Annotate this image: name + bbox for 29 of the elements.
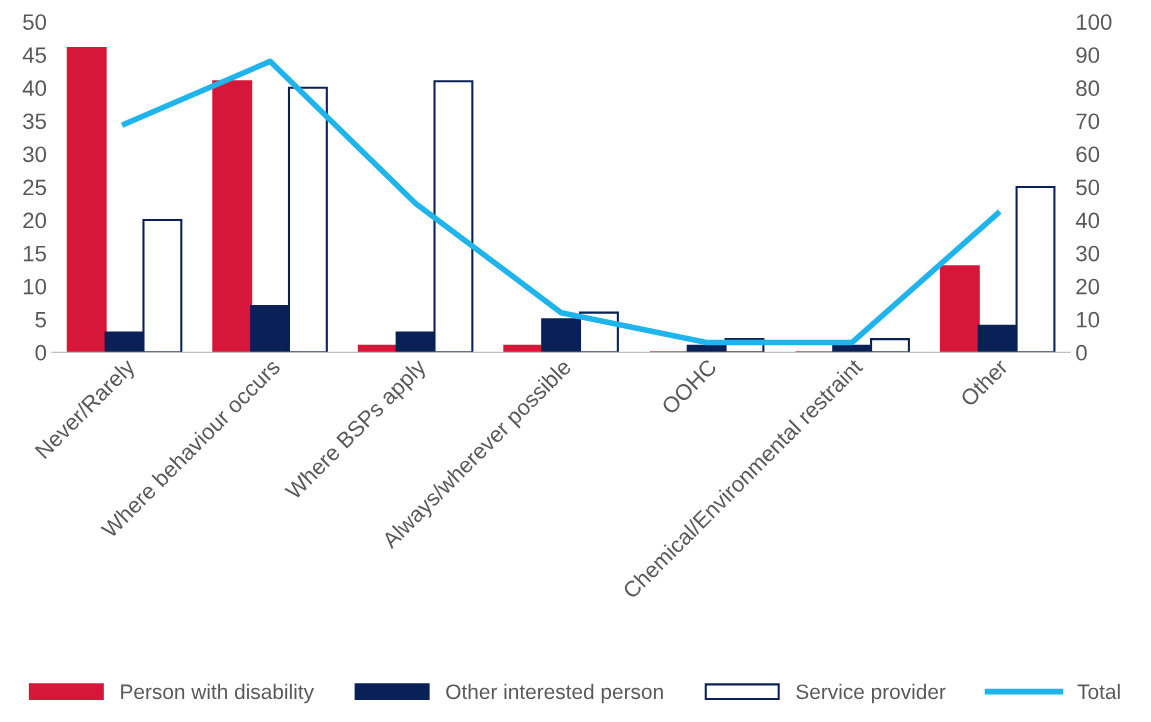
y2-tick-label: 20 [1076,278,1100,295]
bar [212,80,253,353]
y-tick-label: 40 [22,80,47,97]
y2-tick-label: 50 [1076,179,1100,196]
y2-tick-label: 10 [1076,311,1100,328]
legend-label: Person with disability [121,683,314,704]
legend-label: Total [1077,683,1120,700]
y2-tick-label: 40 [1075,212,1100,229]
y-tick-label: 0 [35,344,47,361]
y2-tick-label: 80 [1076,80,1100,97]
y-tick-label: 25 [23,179,46,196]
y2-tick-label: 70 [1076,113,1100,130]
legend-label: Service provider [796,683,946,704]
y-tick-label: 5 [35,312,46,328]
y-tick-label: 15 [23,245,46,262]
y2-tick-label: 0 [1076,344,1087,361]
y-tick-label: 50 [23,14,47,30]
bar [939,265,980,353]
legend-label: Other interested person [446,683,663,704]
y2-tick-label: 100 [1076,14,1112,30]
y2-tick-label: 90 [1076,47,1100,63]
y-tick-label: 35 [23,113,46,130]
y-tick-label: 20 [23,212,47,229]
y-tick-label: 30 [23,146,47,163]
y-tick-label: 10 [23,278,47,295]
bar [66,47,107,353]
y2-tick-label: 30 [1076,245,1100,262]
y-tick-label: 45 [22,47,46,63]
y2-tick-label: 60 [1076,146,1100,163]
